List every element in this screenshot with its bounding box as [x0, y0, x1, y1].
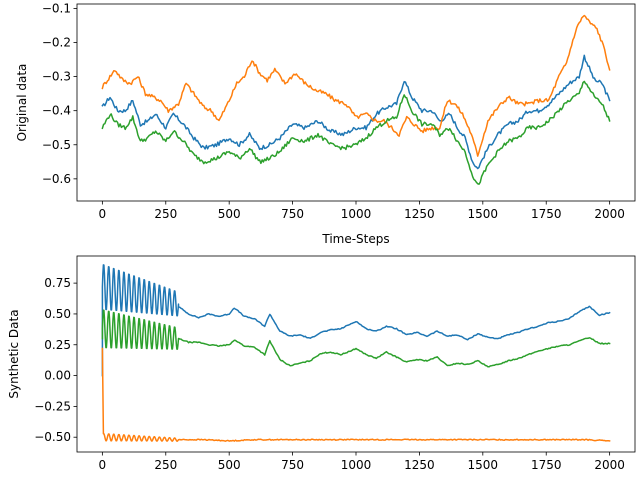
bottom-series-line-3	[101, 309, 611, 368]
top-y-tick-label: −0.5	[42, 138, 71, 152]
bottom-y-tick-label: 0.75	[44, 276, 71, 290]
top-x-tick-label: 250	[154, 207, 177, 221]
top-x-tick-label: 1500	[468, 207, 499, 221]
bottom-y-tick-label: −0.25	[34, 399, 71, 413]
bottom-x-tick-label: 500	[218, 458, 241, 472]
top-y-tick-label: −0.6	[42, 172, 71, 186]
top-y-tick-label: −0.1	[42, 1, 71, 15]
bottom-y-axis: −0.50 −0.25 0.00 0.25 0.50 0.75	[34, 276, 77, 444]
top-subplot: 0 250 500 750 1000 1250 1500 1750 2000 −0.6−0.5−…	[15, 1, 636, 246]
top-y-tick-label: −0.2	[42, 36, 71, 50]
bottom-x-axis: 0 250 500 750 1000 1250 1500 1750 2000	[99, 452, 625, 472]
top-y-tick-label: −0.4	[42, 104, 71, 118]
top-y-axis: −0.6 −0.5 −0.4 −0.3 −0.2 −0.1	[42, 1, 77, 186]
bottom-y-axis-label: Synthetic Data	[7, 309, 21, 398]
top-x-tick-label: 1750	[531, 207, 562, 221]
bottom-series-line-2	[101, 347, 611, 442]
top-x-tick-label: 2000	[594, 207, 625, 221]
top-x-axis: 0 250 500 750 1000 1250 1500 1750 2000	[99, 201, 625, 221]
bottom-x-tick-label: 750	[281, 458, 304, 472]
top-y-axis-label: Original data	[15, 64, 29, 142]
bottom-x-tick-label: 1750	[531, 458, 562, 472]
top-x-tick-label: 1250	[404, 207, 435, 221]
bottom-x-tick-label: 2000	[594, 458, 625, 472]
top-x-tick-label: 750	[281, 207, 304, 221]
bottom-x-tick-label: 1250	[404, 458, 435, 472]
top-plot-lines	[101, 14, 611, 185]
top-x-tick-label: 0	[99, 207, 107, 221]
bottom-y-tick-label: −0.50	[34, 430, 71, 444]
bottom-y-tick-label: 0.50	[44, 307, 71, 321]
top-x-tick-label: 500	[218, 207, 241, 221]
bottom-plot-lines	[101, 264, 611, 442]
top-series-line-1	[101, 54, 611, 170]
bottom-x-tick-label: 0	[99, 458, 107, 472]
bottom-y-tick-label: 0.25	[44, 338, 71, 352]
top-series-line-2	[101, 14, 611, 157]
top-series-line-3	[101, 80, 611, 185]
top-x-axis-label: Time-Steps	[321, 232, 389, 246]
bottom-x-tick-label: 1500	[468, 458, 499, 472]
top-y-tick-label: −0.3	[42, 70, 71, 84]
bottom-y-tick-label: 0.00	[44, 369, 71, 383]
bottom-x-tick-label: 250	[154, 458, 177, 472]
bottom-series-line-1	[101, 264, 611, 377]
top-x-tick-label: 1000	[341, 207, 372, 221]
bottom-subplot: 0 250 500 750 1000 1250 1500 1750 2000 −0.50 −0.2…	[7, 255, 636, 472]
bottom-x-tick-label: 1000	[341, 458, 372, 472]
